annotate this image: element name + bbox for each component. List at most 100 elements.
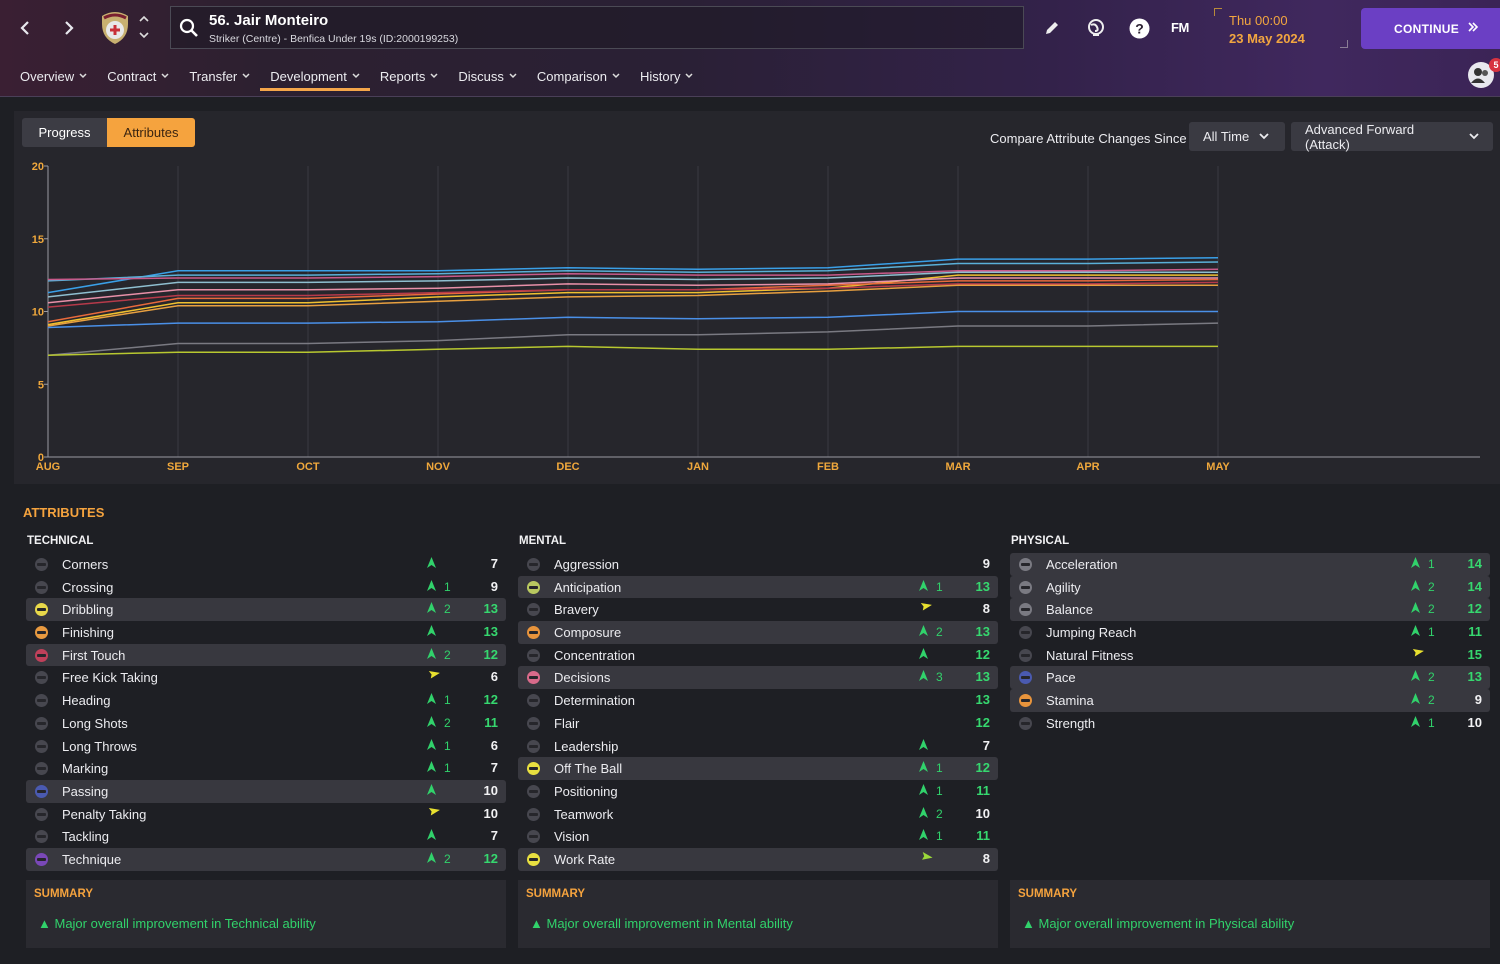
menu-item-overview[interactable]: Overview: [10, 62, 97, 90]
menu-item-label: Comparison: [536, 68, 607, 84]
arrow-up-icon: [919, 783, 928, 798]
attribute-row-natural-fitness[interactable]: Natural Fitness 15: [1010, 644, 1490, 667]
attribute-row-composure[interactable]: Composure 2 13: [518, 621, 998, 644]
attribute-change: 1: [444, 693, 451, 708]
fm-logo[interactable]: FM: [1171, 20, 1189, 35]
attribute-change: 2: [444, 715, 451, 730]
series-line: [47, 284, 1218, 327]
player-subtitle: Striker (Centre) - Benfica Under 19s (ID…: [209, 33, 459, 45]
menu-item-label: History: [640, 68, 681, 84]
attribute-row-marking[interactable]: Marking 1 7: [26, 757, 506, 780]
attribute-row-concentration[interactable]: Concentration 12: [518, 644, 998, 667]
continue-button[interactable]: CONTINUE: [1361, 8, 1500, 49]
forward-icon[interactable]: [55, 14, 83, 42]
attribute-row-leadership[interactable]: Leadership 7: [518, 735, 998, 758]
attribute-value: 6: [490, 669, 498, 685]
edit-icon[interactable]: [1041, 17, 1063, 39]
attribute-row-corners[interactable]: Corners 7: [26, 553, 506, 576]
attribute-row-decisions[interactable]: Decisions 3 13: [518, 666, 998, 690]
attribute-row-positioning[interactable]: Positioning 1 11: [518, 780, 998, 803]
attribute-row-dribbling[interactable]: Dribbling 2 13: [26, 598, 506, 622]
attribute-row-work-rate[interactable]: Work Rate 8: [518, 847, 998, 871]
attribute-name: Long Throws: [62, 738, 137, 754]
menu-item-reports[interactable]: Reports: [370, 62, 449, 90]
attribute-name: Flair: [554, 715, 580, 731]
attribute-value: 13: [483, 601, 498, 617]
attribute-change: 2: [444, 647, 451, 662]
attribute-row-crossing[interactable]: Crossing 1 9: [26, 576, 506, 599]
attributes-title: ATTRIBUTES: [23, 505, 105, 520]
menu-item-discuss[interactable]: Discuss: [448, 62, 527, 90]
attribute-row-long-shots[interactable]: Long Shots 2 11: [26, 712, 506, 735]
attribute-row-passing[interactable]: Passing 10: [26, 779, 506, 803]
attribute-value: 12: [483, 850, 498, 866]
attribute-row-flair[interactable]: Flair 12: [518, 712, 998, 735]
attribute-key-icon: [527, 694, 540, 708]
attribute-name: Pace: [1046, 670, 1076, 686]
attribute-row-long-throws[interactable]: Long Throws 1 6: [26, 735, 506, 758]
menu-item-transfer[interactable]: Transfer: [179, 62, 260, 90]
club-badge-icon[interactable]: [98, 10, 132, 46]
arrow-diagonal-icon: [425, 669, 441, 685]
chevron-down-icon: [1259, 132, 1269, 142]
attribute-row-free-kick-taking[interactable]: Free Kick Taking 6: [26, 666, 506, 689]
attribute-row-agility[interactable]: Agility 2 14: [1010, 575, 1490, 599]
attribute-row-aggression[interactable]: Aggression 9: [518, 553, 998, 576]
arrow-up-icon: [919, 647, 928, 662]
menu-item-comparison[interactable]: Comparison: [527, 62, 630, 90]
x-tick-label: NOV: [426, 461, 451, 473]
attribute-key-icon: [527, 852, 540, 866]
player-search-box[interactable]: 56. Jair Monteiro Striker (Centre) - Ben…: [170, 6, 1024, 49]
back-icon[interactable]: [11, 14, 39, 42]
world-icon[interactable]: [1085, 17, 1107, 39]
attribute-value: 10: [483, 782, 498, 798]
attribute-row-tackling[interactable]: Tackling 7: [26, 825, 506, 848]
tab-progress[interactable]: Progress: [22, 118, 107, 147]
arrow-up-icon: [1411, 625, 1420, 639]
game-date: Thu 00:00 23 May 2024: [1214, 8, 1348, 48]
attribute-row-vision[interactable]: Vision 1 11: [518, 825, 998, 848]
attribute-key-icon: [527, 580, 540, 594]
since-dropdown[interactable]: All Time: [1189, 122, 1285, 151]
attribute-row-teamwork[interactable]: Teamwork 2 10: [518, 803, 998, 826]
attribute-name: Strength: [1046, 715, 1096, 731]
attribute-key-icon: [527, 626, 540, 640]
menu-item-development[interactable]: Development: [260, 62, 370, 91]
attribute-row-pace[interactable]: Pace 2 13: [1010, 666, 1490, 690]
attribute-row-strength[interactable]: Strength 1 10: [1010, 712, 1490, 735]
attribute-value: 7: [490, 556, 498, 571]
attribute-row-finishing[interactable]: Finishing 13: [26, 621, 506, 644]
attribute-row-heading[interactable]: Heading 1 12: [26, 689, 506, 712]
role-dropdown[interactable]: Advanced Forward (Attack): [1291, 122, 1493, 152]
physical-column: PHYSICAL Acceleration 1 14 Agility 2 14 Balanc…: [1010, 533, 1490, 735]
help-icon[interactable]: ?: [1128, 17, 1150, 39]
attribute-row-first-touch[interactable]: First Touch 2 12: [26, 643, 506, 667]
attribute-value: 13: [975, 578, 990, 594]
menu-item-history[interactable]: History: [630, 62, 703, 90]
attribute-row-penalty-taking[interactable]: Penalty Taking 10: [26, 803, 506, 826]
attribute-row-technique[interactable]: Technique 2 12: [26, 847, 506, 871]
attribute-name: Aggression: [554, 557, 620, 572]
attribute-row-balance[interactable]: Balance 2 12: [1010, 598, 1490, 622]
social-icon[interactable]: [1468, 62, 1494, 88]
attribute-name: Free Kick Taking: [62, 670, 158, 686]
attribute-row-jumping-reach[interactable]: Jumping Reach 1 11: [1010, 621, 1490, 644]
attribute-value: 12: [483, 692, 498, 708]
attribute-key-icon: [527, 807, 540, 821]
attribute-row-off-the-ball[interactable]: Off The Ball 1 12: [518, 757, 998, 780]
attribute-value: 7: [982, 737, 990, 753]
attribute-row-determination[interactable]: Determination 13: [518, 689, 998, 712]
attribute-key-icon: [35, 762, 48, 776]
attribute-key-icon: [527, 603, 540, 617]
menu-item-contract[interactable]: Contract: [97, 62, 179, 90]
club-switch-icon[interactable]: [138, 12, 150, 42]
svg-text:?: ?: [1135, 20, 1144, 36]
attribute-row-anticipation[interactable]: Anticipation 1 13: [518, 575, 998, 599]
attribute-row-acceleration[interactable]: Acceleration 1 14: [1010, 553, 1490, 576]
attribute-row-stamina[interactable]: Stamina 2 9: [1010, 689, 1490, 712]
game-time: Thu 00:00: [1229, 13, 1288, 28]
attribute-row-bravery[interactable]: Bravery 8: [518, 598, 998, 621]
tab-attributes[interactable]: Attributes: [107, 118, 195, 147]
attribute-change: 2: [1428, 602, 1435, 617]
search-icon[interactable]: [179, 18, 199, 43]
